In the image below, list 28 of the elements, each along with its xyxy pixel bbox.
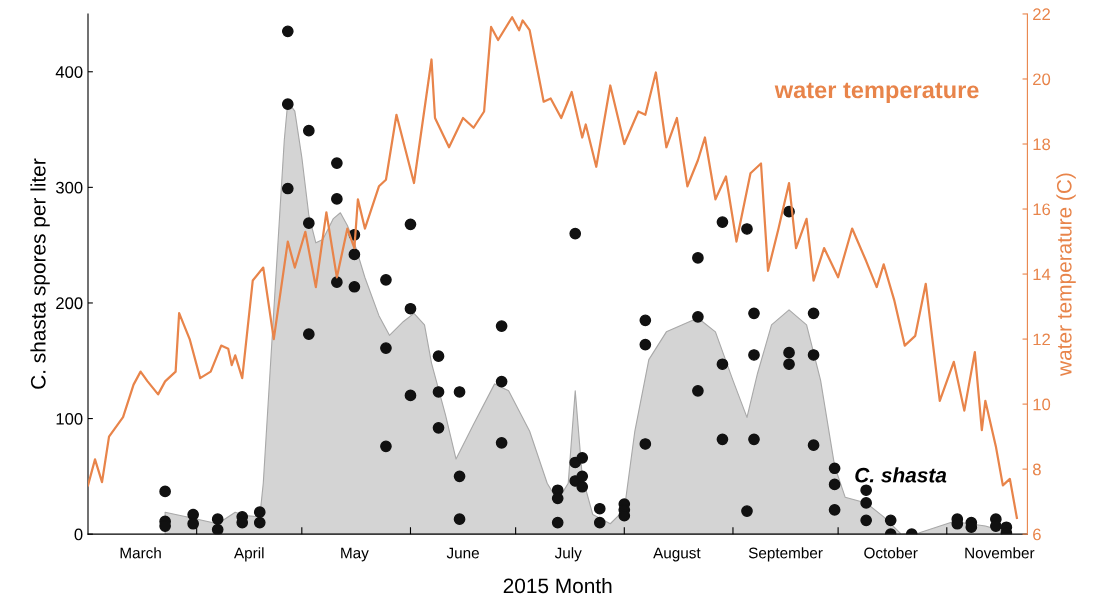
y2-tick-label: 14 — [1033, 268, 1051, 281]
y2-tick-label: 18 — [1033, 138, 1051, 151]
y-tick-label: 100 — [56, 412, 83, 425]
series-label: C. shasta — [855, 467, 947, 483]
y2-tick-label: 22 — [1033, 8, 1050, 20]
x-tick-label: April — [233, 547, 264, 562]
y-axis-title: C. shasta spores per liter — [30, 158, 50, 389]
x-tick-label: July — [554, 547, 582, 562]
y-tick-label: 400 — [55, 66, 83, 78]
x-tick-label: October — [864, 547, 918, 559]
x-tick-label: August — [653, 547, 701, 562]
x-tick-label: May — [341, 547, 369, 562]
y2-tick-label: 10 — [1033, 398, 1051, 411]
y2-tick-label: 20 — [1033, 73, 1051, 86]
text: water temperature — [774, 82, 979, 103]
y2-axis-title: water temperature (C) — [1056, 173, 1076, 376]
x-tick-label: September — [748, 547, 823, 562]
y2-tick-label: 12 — [1033, 333, 1050, 346]
y2-tick-label: 6 — [1033, 528, 1041, 541]
x-tick-label: March — [120, 547, 161, 559]
y2-tick-label: 8 — [1032, 463, 1041, 476]
x-axis-title: 2015 Month — [503, 577, 612, 594]
y-tick-label: 200 — [56, 297, 83, 310]
y2-tick-label: 16 — [1033, 203, 1051, 216]
y-tick-label: 300 — [55, 181, 83, 194]
x-tick-label: November — [965, 547, 1035, 559]
x-tick-label: June — [446, 547, 479, 559]
y-tick-label: 0 — [74, 528, 83, 541]
